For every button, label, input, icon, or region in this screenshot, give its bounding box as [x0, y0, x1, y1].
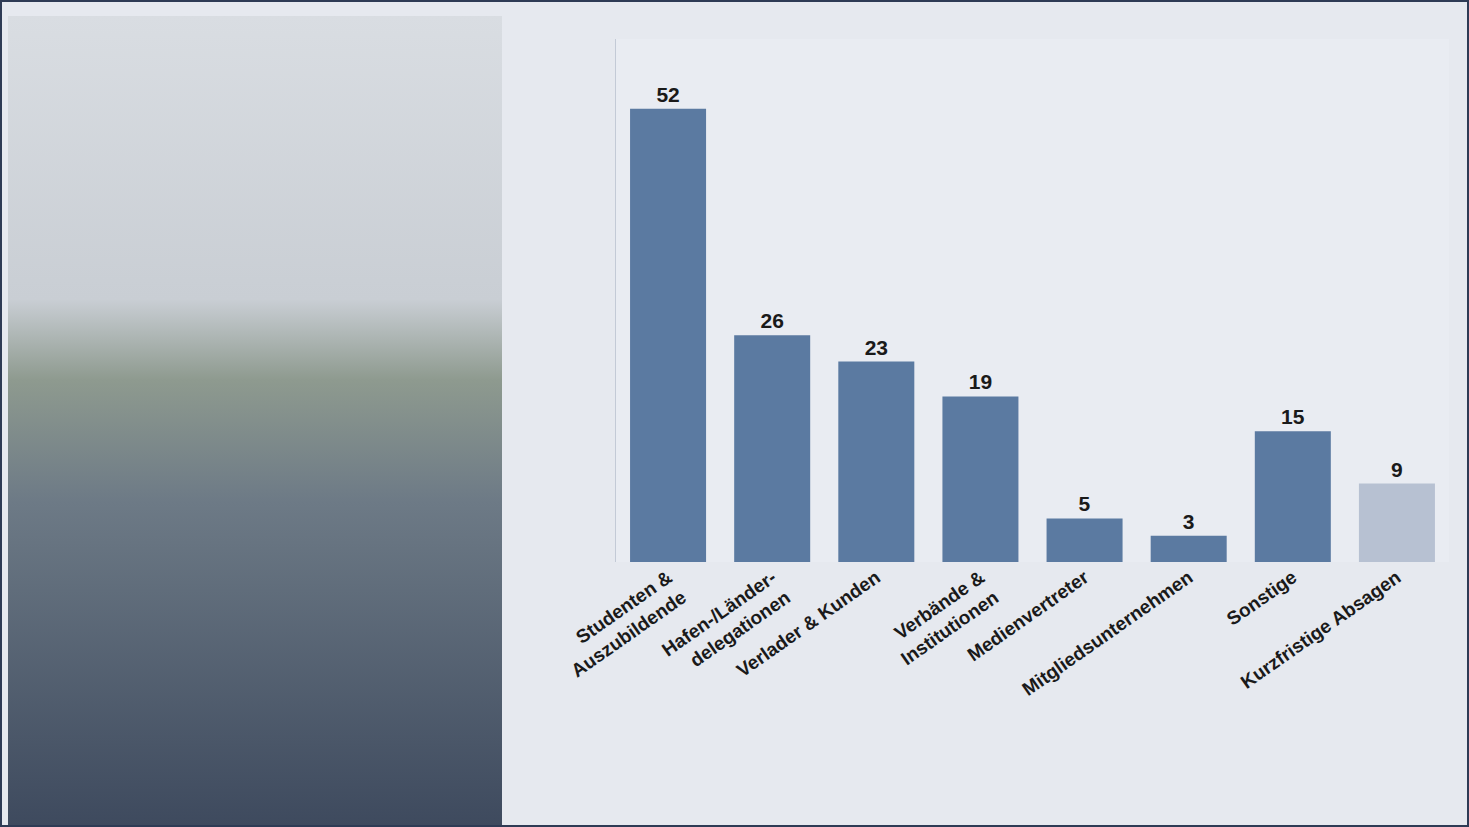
svg-text:Verlader & Kunden: Verlader & Kunden — [733, 566, 884, 681]
svg-text:Medienvertreter: Medienvertreter — [963, 566, 1092, 665]
svg-text:Hafen-/Länder-delegationen: Hafen-/Länder-delegationen — [658, 566, 794, 680]
svg-text:5: 5 — [1079, 492, 1091, 515]
svg-text:26: 26 — [761, 309, 784, 332]
svg-text:Mitgliedsunternehmen: Mitgliedsunternehmen — [1018, 566, 1196, 699]
svg-text:52: 52 — [656, 83, 679, 106]
svg-text:Verbände &Institutionen: Verbände &Institutionen — [883, 566, 1003, 669]
svg-text:Kurzfristige Absagen: Kurzfristige Absagen — [1237, 566, 1405, 692]
svg-text:19: 19 — [969, 370, 992, 393]
svg-text:3: 3 — [1183, 510, 1195, 533]
svg-text:23: 23 — [865, 336, 888, 359]
svg-text:9: 9 — [1391, 458, 1403, 481]
svg-text:Studenten &Auszubildende: Studenten &Auszubildende — [553, 566, 690, 681]
svg-text:Sonstige: Sonstige — [1223, 566, 1301, 629]
svg-text:15: 15 — [1281, 405, 1305, 428]
